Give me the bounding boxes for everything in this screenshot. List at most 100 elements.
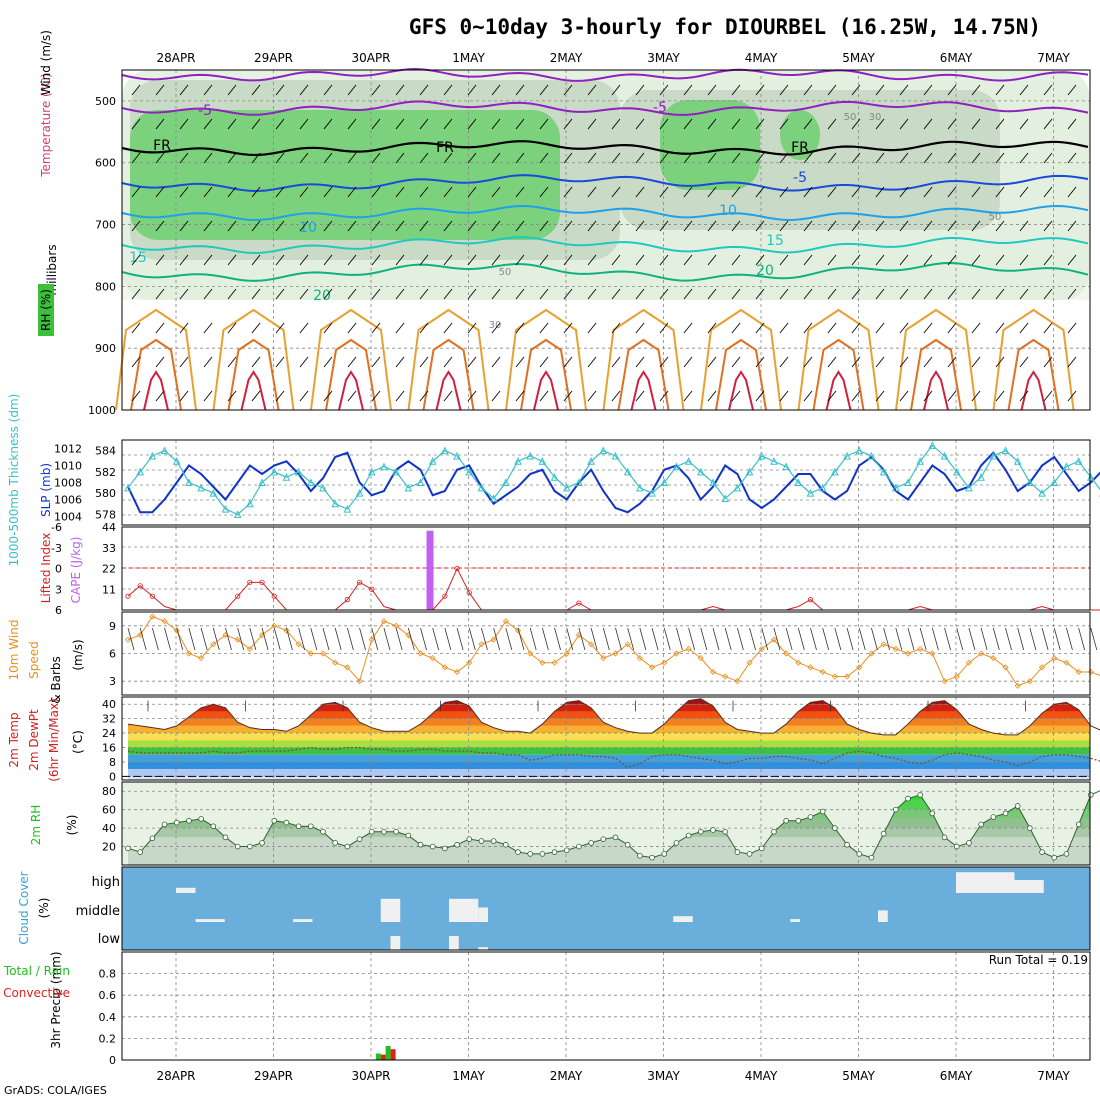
wind-barb xyxy=(491,356,501,368)
wind-barb xyxy=(155,152,165,164)
wind-unit-label: (m/s) xyxy=(71,639,85,670)
temp-line xyxy=(127,698,1100,736)
wind-marker xyxy=(563,650,570,657)
wind-barb xyxy=(346,627,354,651)
wind-barb xyxy=(803,356,813,368)
temp-band xyxy=(128,733,1090,741)
li-marker xyxy=(149,593,155,599)
wind-barb xyxy=(251,152,261,164)
wind-barb xyxy=(505,627,513,651)
thickness-marker xyxy=(989,451,998,460)
thickness-marker xyxy=(965,483,973,492)
wind-barb xyxy=(895,627,903,651)
thickness-marker xyxy=(1026,478,1034,486)
thickness-marker xyxy=(172,457,181,465)
wind-barb xyxy=(971,322,981,334)
wind-marker xyxy=(356,678,363,685)
wind-barb xyxy=(1043,220,1053,232)
bottom-date-label: 5MAY xyxy=(842,1069,875,1083)
rh-marker xyxy=(795,817,802,824)
wind-barb xyxy=(275,152,285,164)
wind-barb xyxy=(803,84,813,96)
wind-barb xyxy=(443,220,453,232)
slp-label: SLP (mb) xyxy=(39,463,53,517)
wind-barb xyxy=(347,220,357,232)
thickness-marker xyxy=(562,483,571,492)
wind-marker xyxy=(1075,668,1082,676)
cloud-low-bar xyxy=(390,936,401,950)
wind-barb xyxy=(323,186,333,198)
rh-marker xyxy=(832,825,838,831)
wind-barb xyxy=(251,322,261,334)
wind-barb xyxy=(971,118,981,130)
cape-tick: 22 xyxy=(102,563,116,576)
wind-marker xyxy=(624,641,631,648)
wind-barb xyxy=(419,390,429,402)
thickness-marker xyxy=(721,494,729,502)
bottom-date-label: 3MAY xyxy=(647,1069,680,1083)
thickness-label: 1000-500mb Thickness (dm) xyxy=(7,394,21,567)
thickness-marker xyxy=(307,478,315,486)
thickness-marker xyxy=(282,473,291,481)
wind-barb xyxy=(491,118,501,130)
slp-line xyxy=(127,451,1100,514)
wind-barb xyxy=(779,84,789,96)
wind-barb xyxy=(249,627,257,651)
rh-marker xyxy=(893,806,899,813)
wind-barb xyxy=(755,152,765,164)
wind-barb xyxy=(611,220,621,232)
wind-barb xyxy=(1041,627,1049,651)
isotherm-35 xyxy=(338,370,364,411)
wind-barb xyxy=(707,84,717,96)
wind-barb xyxy=(131,322,141,334)
thickness-marker xyxy=(745,467,754,476)
wind-barb xyxy=(923,356,933,368)
bottom-date-axis: 28APR 29APR 30APR 1MAY 2MAY 3MAY 4MAY 5MAY 6MAY 7… xyxy=(156,1069,1070,1083)
rh-tick: 60 xyxy=(102,804,116,817)
wind-barb xyxy=(515,254,525,266)
wind-barb xyxy=(155,390,165,402)
wind-barb xyxy=(563,356,573,368)
wind-barb xyxy=(539,356,549,368)
rh-marker xyxy=(698,828,704,835)
wind-barb xyxy=(659,254,669,266)
rh-marker xyxy=(1063,851,1070,857)
rh-marker xyxy=(551,849,558,855)
wind-barb xyxy=(1067,118,1077,130)
isotherm-minus5 xyxy=(121,100,1089,116)
wind-barb xyxy=(203,118,213,130)
wind-barb xyxy=(659,118,669,130)
li-marker xyxy=(442,593,448,599)
rh-marker xyxy=(173,819,180,826)
wind-barb xyxy=(395,220,405,232)
rh2m-unit-label: (%) xyxy=(65,815,79,836)
wind-barb xyxy=(1019,254,1029,266)
wind-barb xyxy=(731,322,741,334)
wind-barb xyxy=(899,84,909,96)
wind-barb xyxy=(347,390,357,402)
wind-barb xyxy=(995,356,1005,368)
thickness-marker xyxy=(782,462,790,471)
wind-barb xyxy=(334,627,342,651)
wind-barb xyxy=(539,288,549,300)
wind-barb xyxy=(875,254,885,266)
wind-barb xyxy=(851,152,861,164)
wind-barb xyxy=(515,356,525,368)
wind-barb xyxy=(155,356,165,368)
wind-barb xyxy=(251,356,261,368)
wind-barb xyxy=(1043,254,1053,266)
isotherm-minus10 xyxy=(121,68,1089,82)
wind-marker xyxy=(965,659,973,666)
wind-barb xyxy=(563,254,573,266)
dewpt-label: 2m DewPt xyxy=(27,709,41,771)
wind-barb xyxy=(371,220,381,232)
wind-barb xyxy=(275,390,285,402)
wind-barb xyxy=(779,322,789,334)
wind-barb xyxy=(275,322,285,334)
wind-barb xyxy=(275,186,285,198)
wind-barb xyxy=(323,322,333,334)
cloud-low-bar xyxy=(449,936,459,950)
wind-barb xyxy=(467,322,477,334)
wind-barb xyxy=(467,186,477,198)
isotherm-30 xyxy=(812,338,865,411)
